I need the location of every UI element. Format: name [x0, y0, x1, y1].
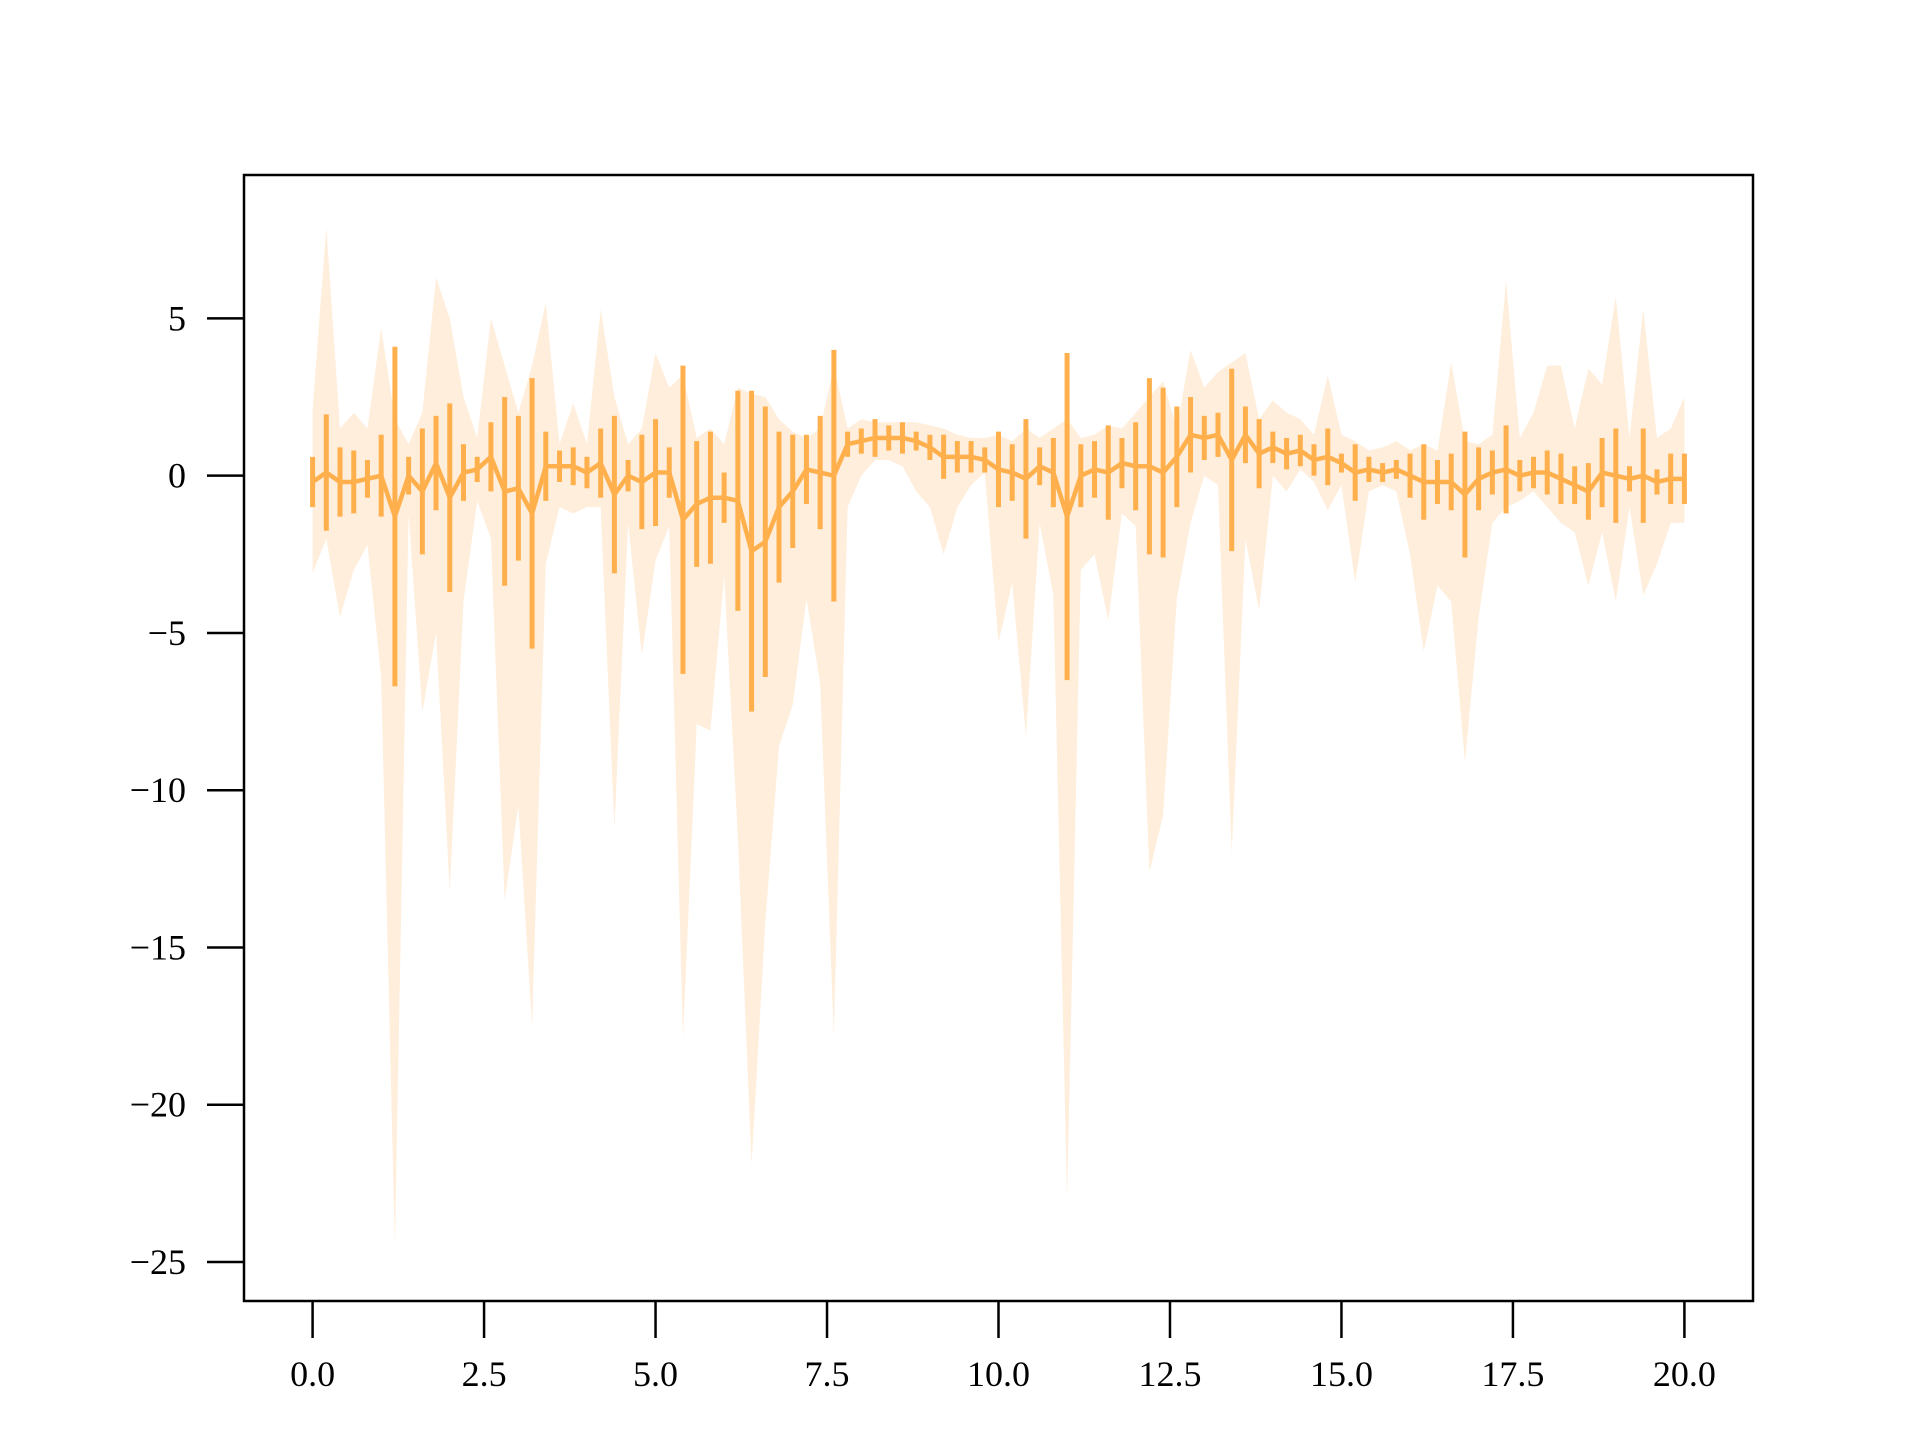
y-tick-label: −20: [130, 1085, 186, 1125]
x-tick-label: 17.5: [1481, 1354, 1544, 1394]
axis-layer: −25 −20 −15 −10 −5 0 5 0.0 2.5 5.0 7.5 10.0 12.5 15.0…: [130, 173, 1755, 1394]
x-tick-label: 7.5: [805, 1354, 850, 1394]
x-tick-label: 0.0: [290, 1354, 335, 1394]
y-tick-label: 0: [168, 456, 186, 496]
x-tick-label: 15.0: [1310, 1354, 1373, 1394]
data-line: [311, 432, 1685, 554]
y-tick-label: 5: [168, 298, 186, 338]
band: [312, 227, 1685, 1247]
y-tick-label: −10: [130, 770, 186, 810]
x-tick-label: 12.5: [1138, 1354, 1201, 1394]
line-layer: [311, 432, 1685, 554]
x-tick-label: 10.0: [967, 1354, 1030, 1394]
y-tick-label: −25: [130, 1242, 186, 1282]
band-layer: [312, 227, 1685, 1247]
x-tick-label: 2.5: [462, 1354, 507, 1394]
x-tick-label: 5.0: [633, 1354, 678, 1394]
plot-frame: [242, 173, 1755, 1303]
y-tick-label: −5: [148, 613, 186, 653]
x-tick-label: 20.0: [1653, 1354, 1716, 1394]
y-tick-label: −15: [130, 927, 186, 967]
